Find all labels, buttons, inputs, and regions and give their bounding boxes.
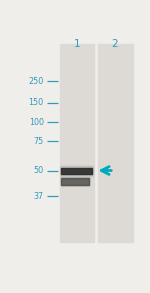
- Bar: [60, 166, 93, 176]
- Text: 250: 250: [28, 77, 44, 86]
- Bar: [60, 44, 94, 242]
- Bar: [60, 166, 93, 176]
- Text: 37: 37: [34, 192, 44, 201]
- Bar: [98, 44, 133, 242]
- Bar: [60, 165, 93, 177]
- Text: 50: 50: [34, 166, 44, 175]
- Bar: [61, 178, 89, 185]
- Text: 2: 2: [111, 39, 117, 49]
- Bar: [61, 177, 89, 185]
- Bar: [61, 168, 92, 174]
- Bar: [61, 177, 90, 186]
- Text: 1: 1: [74, 39, 80, 49]
- Bar: [60, 176, 90, 186]
- Bar: [61, 167, 92, 175]
- Text: 150: 150: [29, 98, 44, 107]
- Text: 75: 75: [33, 137, 44, 146]
- Text: 100: 100: [29, 117, 44, 127]
